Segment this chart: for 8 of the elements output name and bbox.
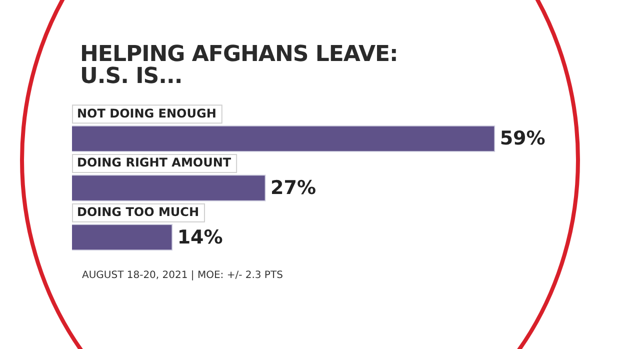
- y-tick-label: DOING RIGHT AMOUNT: [77, 156, 232, 170]
- chart-title: HELPING AFGHANS LEAVE: U.S. IS...: [80, 42, 398, 89]
- y-tick-label: NOT DOING ENOUGH: [77, 106, 216, 120]
- data-label: 27%: [270, 176, 316, 199]
- y-tick-label: DOING TOO MUCH: [77, 204, 199, 219]
- text: AUGUST 18-20, 2021 | MOE: +/- 2.3 PTS: [82, 270, 283, 281]
- data-label: 59%: [500, 128, 546, 150]
- data-label: 14%: [177, 226, 223, 248]
